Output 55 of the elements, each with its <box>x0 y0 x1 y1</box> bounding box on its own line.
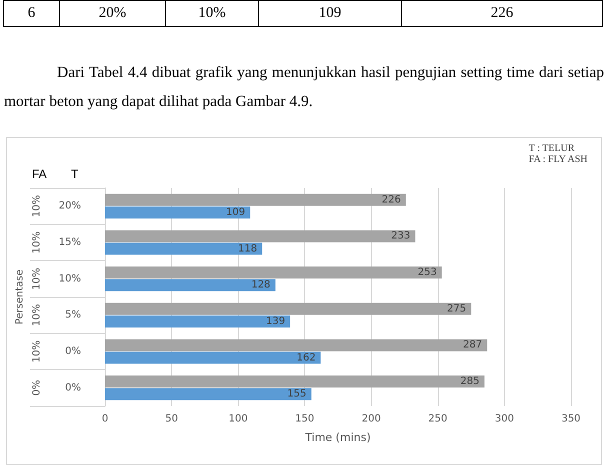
bar <box>105 302 472 315</box>
data-label: 275 <box>447 303 466 314</box>
text: 10% <box>32 304 42 326</box>
data-label: 233 <box>391 230 410 242</box>
text: 10% <box>32 231 42 254</box>
data-label: 109 <box>226 206 246 218</box>
x-tick-label: 150 <box>295 414 314 424</box>
data-label: 155 <box>287 388 306 400</box>
text: 109 <box>258 0 402 26</box>
bar <box>105 352 321 364</box>
bar <box>105 388 312 400</box>
text: 10% <box>32 268 42 290</box>
text: T : TELUR <box>528 143 575 154</box>
x-tick-label: 300 <box>494 414 514 424</box>
data-label: 162 <box>296 352 316 364</box>
chart-title: Dari Tabel 4.4 dibuat grafik yang menunjukkan hasil pengujian setting time dari setiap mortar beton yang dapat dilihat pada Gambar 4.9. <box>4 63 604 112</box>
data-label: 139 <box>266 316 286 327</box>
bar <box>105 376 484 388</box>
y-tick-label: 10% <box>58 273 81 284</box>
y-tick-label: 5% <box>65 310 81 321</box>
x-tick-label: 350 <box>561 414 581 424</box>
data-label: 287 <box>463 340 482 351</box>
text: 10% <box>166 0 258 26</box>
bar <box>105 206 250 218</box>
bar <box>105 266 442 279</box>
text: FA : FLY ASH <box>528 154 588 165</box>
data-label: 226 <box>382 194 401 206</box>
x-tick-label: 50 <box>165 414 178 424</box>
y-axis-title: Persentase <box>14 269 26 325</box>
y-tick-label: 0% <box>65 382 81 394</box>
bar <box>105 194 406 206</box>
bar <box>105 339 488 352</box>
text: 226 <box>402 0 602 26</box>
bar <box>105 230 416 242</box>
text: 6 <box>4 0 60 26</box>
data-label: 118 <box>238 243 258 254</box>
text: 10% <box>32 340 42 363</box>
text: 0% <box>32 380 42 396</box>
bar <box>105 279 276 292</box>
x-tick-label: 100 <box>228 414 248 424</box>
data-label: 285 <box>460 376 480 388</box>
x-axis-title: Time (mins) <box>304 431 371 444</box>
bar <box>105 315 290 328</box>
y-tick-label: 0% <box>65 346 81 357</box>
x-tick-label: 250 <box>428 414 448 424</box>
text: 10% <box>32 195 42 218</box>
x-tick-label: 0 <box>102 414 108 424</box>
data-label: 128 <box>251 280 270 291</box>
x-tick-label: 200 <box>362 414 381 424</box>
y-tick-label: 20% <box>58 200 81 212</box>
data-label: 253 <box>418 267 437 278</box>
y-tick-label: 15% <box>58 237 81 248</box>
text: FA <box>32 167 47 181</box>
bar <box>105 242 262 255</box>
text: T <box>71 167 79 181</box>
